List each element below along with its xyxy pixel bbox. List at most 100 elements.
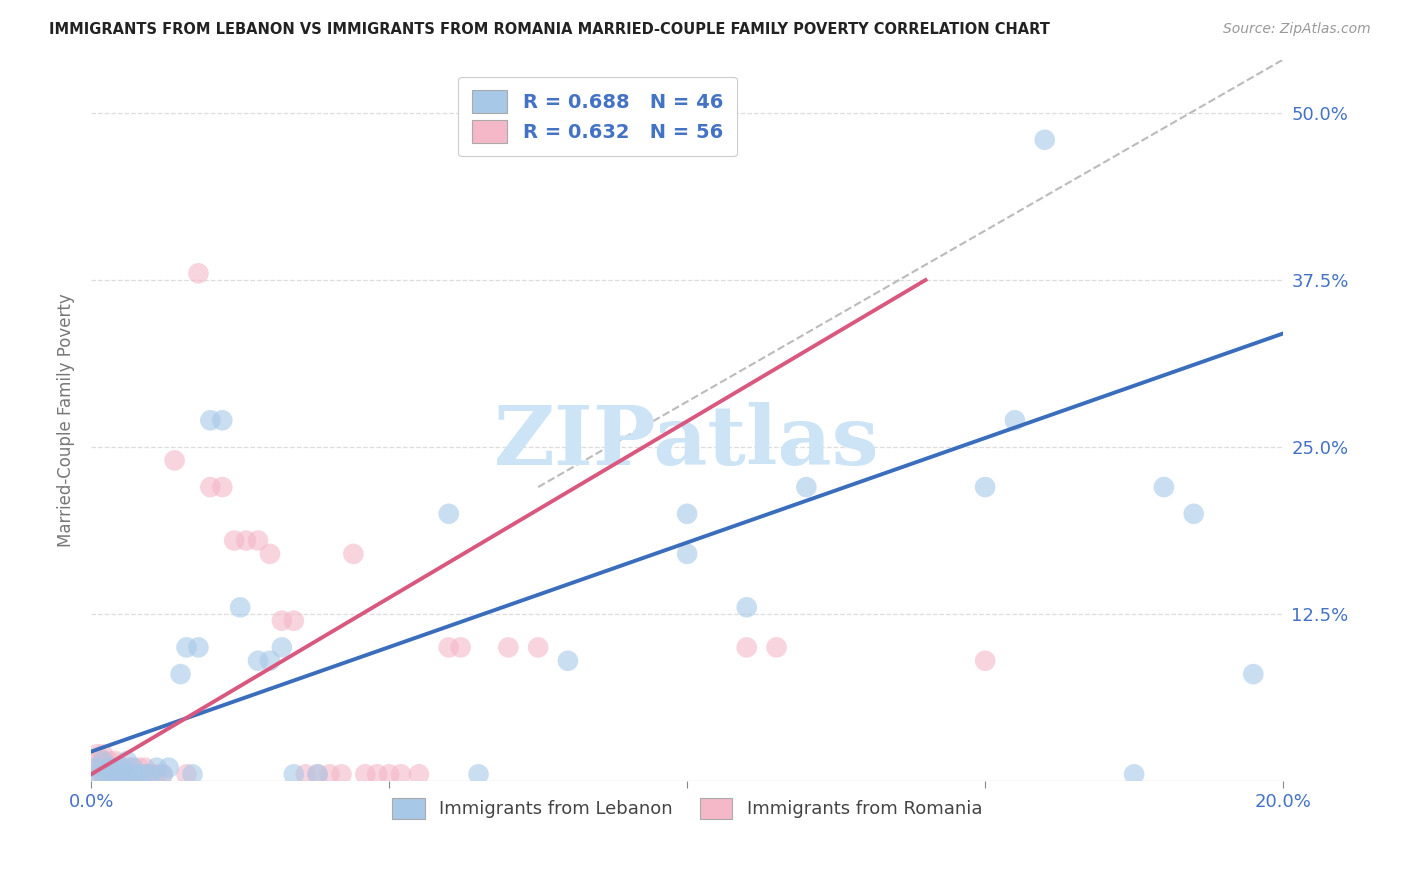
Point bbox=[527, 640, 550, 655]
Point bbox=[91, 761, 114, 775]
Point bbox=[676, 120, 699, 134]
Point bbox=[86, 761, 108, 775]
Legend: Immigrants from Lebanon, Immigrants from Romania: Immigrants from Lebanon, Immigrants from… bbox=[385, 791, 990, 826]
Point bbox=[110, 761, 132, 775]
Point bbox=[115, 767, 138, 781]
Point bbox=[211, 413, 233, 427]
Point bbox=[104, 761, 127, 775]
Point bbox=[330, 767, 353, 781]
Point bbox=[128, 761, 150, 775]
Text: ZIPatlas: ZIPatlas bbox=[495, 402, 880, 482]
Point bbox=[115, 761, 138, 775]
Point bbox=[115, 754, 138, 768]
Point bbox=[283, 767, 305, 781]
Point bbox=[104, 767, 127, 781]
Point bbox=[176, 767, 198, 781]
Point bbox=[181, 767, 204, 781]
Point bbox=[91, 767, 114, 781]
Point bbox=[247, 654, 270, 668]
Point bbox=[110, 767, 132, 781]
Point bbox=[1033, 133, 1056, 147]
Point bbox=[259, 654, 281, 668]
Point bbox=[157, 761, 180, 775]
Point bbox=[247, 533, 270, 548]
Point bbox=[86, 761, 108, 775]
Point bbox=[200, 480, 222, 494]
Point bbox=[187, 640, 209, 655]
Point bbox=[122, 767, 145, 781]
Point bbox=[307, 767, 329, 781]
Point bbox=[974, 480, 997, 494]
Point bbox=[378, 767, 401, 781]
Point bbox=[128, 767, 150, 781]
Point bbox=[128, 767, 150, 781]
Point bbox=[354, 767, 377, 781]
Point bbox=[98, 767, 121, 781]
Point bbox=[86, 747, 108, 762]
Point bbox=[270, 614, 292, 628]
Point bbox=[86, 767, 108, 781]
Point bbox=[98, 761, 121, 775]
Point bbox=[294, 767, 316, 781]
Point bbox=[134, 767, 156, 781]
Text: Source: ZipAtlas.com: Source: ZipAtlas.com bbox=[1223, 22, 1371, 37]
Point bbox=[557, 654, 579, 668]
Point bbox=[91, 754, 114, 768]
Point bbox=[86, 767, 108, 781]
Point bbox=[467, 767, 489, 781]
Point bbox=[1182, 507, 1205, 521]
Point bbox=[676, 507, 699, 521]
Point bbox=[110, 767, 132, 781]
Point bbox=[115, 767, 138, 781]
Point bbox=[86, 754, 108, 768]
Point bbox=[91, 747, 114, 762]
Point bbox=[169, 667, 191, 681]
Point bbox=[342, 547, 364, 561]
Point bbox=[1153, 480, 1175, 494]
Point bbox=[104, 767, 127, 781]
Point bbox=[104, 761, 127, 775]
Point bbox=[139, 767, 162, 781]
Point bbox=[152, 767, 174, 781]
Text: IMMIGRANTS FROM LEBANON VS IMMIGRANTS FROM ROMANIA MARRIED-COUPLE FAMILY POVERTY: IMMIGRANTS FROM LEBANON VS IMMIGRANTS FR… bbox=[49, 22, 1050, 37]
Point bbox=[498, 640, 520, 655]
Point bbox=[437, 507, 460, 521]
Point bbox=[200, 413, 222, 427]
Point bbox=[735, 600, 758, 615]
Point bbox=[91, 767, 114, 781]
Point bbox=[134, 767, 156, 781]
Point bbox=[145, 767, 167, 781]
Point bbox=[389, 767, 412, 781]
Point bbox=[229, 600, 252, 615]
Point bbox=[224, 533, 246, 548]
Point bbox=[408, 767, 430, 781]
Point bbox=[765, 640, 787, 655]
Point bbox=[104, 754, 127, 768]
Point bbox=[1004, 413, 1026, 427]
Point bbox=[270, 640, 292, 655]
Point bbox=[437, 640, 460, 655]
Point bbox=[122, 767, 145, 781]
Point bbox=[122, 761, 145, 775]
Point bbox=[366, 767, 388, 781]
Point bbox=[139, 767, 162, 781]
Point bbox=[794, 480, 817, 494]
Point bbox=[152, 767, 174, 781]
Point bbox=[98, 761, 121, 775]
Point bbox=[259, 547, 281, 561]
Point bbox=[318, 767, 340, 781]
Point bbox=[235, 533, 257, 548]
Point bbox=[735, 640, 758, 655]
Point bbox=[98, 754, 121, 768]
Point bbox=[187, 266, 209, 280]
Point bbox=[1241, 667, 1264, 681]
Point bbox=[974, 654, 997, 668]
Point bbox=[1123, 767, 1146, 781]
Point bbox=[134, 761, 156, 775]
Point bbox=[211, 480, 233, 494]
Point bbox=[176, 640, 198, 655]
Y-axis label: Married-Couple Family Poverty: Married-Couple Family Poverty bbox=[58, 293, 75, 547]
Point bbox=[283, 614, 305, 628]
Point bbox=[110, 761, 132, 775]
Point bbox=[91, 754, 114, 768]
